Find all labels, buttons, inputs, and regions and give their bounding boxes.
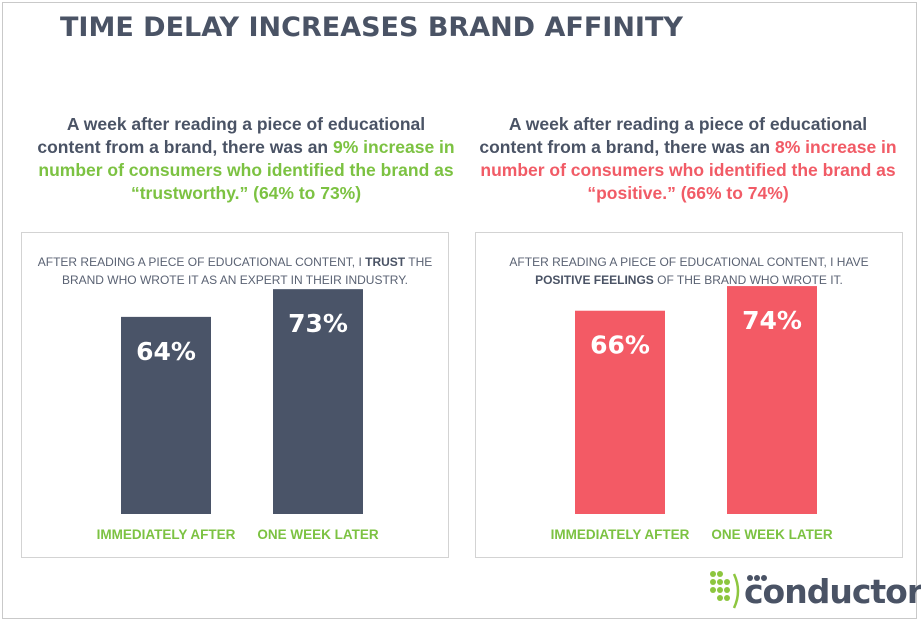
left-bar-2 (273, 289, 363, 514)
right-bar-2 (727, 286, 817, 514)
small-dots-icon (747, 575, 767, 581)
left-bar-1 (121, 316, 211, 514)
right-intro-pre: A week after reading a piece of educatio… (479, 114, 868, 157)
logo-dot (724, 587, 730, 593)
left-intro-text: A week after reading a piece of educatio… (36, 113, 456, 205)
logo-dot (724, 579, 730, 585)
logo-dot (717, 571, 723, 577)
right-category-label-1: IMMEDIATELY AFTER (551, 527, 690, 542)
right-intro-text: A week after reading a piece of educatio… (478, 113, 898, 205)
conductor-logo: conductor (706, 566, 921, 616)
logo-dot (717, 595, 723, 601)
logo-dot (710, 587, 716, 593)
left-chart-panel: AFTER READING A PIECE OF EDUCATIONAL CON… (21, 232, 449, 558)
right-bar-chart: 66% IMMEDIATELY AFTER 74% ONE WEEK LATER (551, 286, 833, 542)
right-intro-highlight: 8% increase in number of consumers who i… (480, 137, 897, 203)
left-question: AFTER READING A PIECE OF EDUCATIONAL CON… (32, 253, 438, 289)
logo-dot (717, 579, 723, 585)
logo-dot (717, 587, 723, 593)
left-question-post: THE BRAND WHO WROTE IT AS AN EXPERT IN T… (61, 255, 433, 287)
left-value-label-2: 73% (288, 309, 348, 338)
right-chart-panel: AFTER READING A PIECE OF EDUCATIONAL CON… (475, 232, 903, 558)
right-value-label-1: 66% (590, 331, 650, 360)
left-category-label-1: IMMEDIATELY AFTER (97, 527, 236, 542)
left-question-pre: AFTER READING A PIECE OF EDUCATIONAL CON… (37, 255, 366, 269)
left-intro-pre: A week after reading a piece of educatio… (37, 114, 426, 157)
logo-dot (724, 595, 730, 601)
right-value-label-2: 74% (742, 306, 802, 335)
right-question: AFTER READING A PIECE OF EDUCATIONAL CON… (486, 253, 892, 289)
logo-dot (710, 579, 716, 585)
logo-wordmark: conductor (744, 572, 921, 611)
right-category-label-2: ONE WEEK LATER (711, 527, 833, 542)
right-question-pre: AFTER READING A PIECE OF EDUCATIONAL CON… (509, 255, 869, 269)
left-category-label-2: ONE WEEK LATER (257, 527, 379, 542)
left-intro-highlight: 9% increase in number of consumers who i… (38, 137, 455, 203)
left-bar-chart: 64% IMMEDIATELY AFTER 73% ONE WEEK LATER (97, 289, 379, 542)
left-value-label-1: 64% (136, 337, 196, 366)
right-question-post: OF THE BRAND WHO WROTE IT. (653, 273, 843, 287)
dot-grid-logo-icon (710, 571, 740, 609)
right-bar-1 (575, 310, 665, 514)
logo-dot (710, 571, 716, 577)
page-title: TIME DELAY INCREASES BRAND AFFINITY (60, 12, 683, 43)
right-question-bold: POSITIVE FEELINGS (535, 273, 654, 287)
left-question-bold: TRUST (365, 255, 406, 269)
